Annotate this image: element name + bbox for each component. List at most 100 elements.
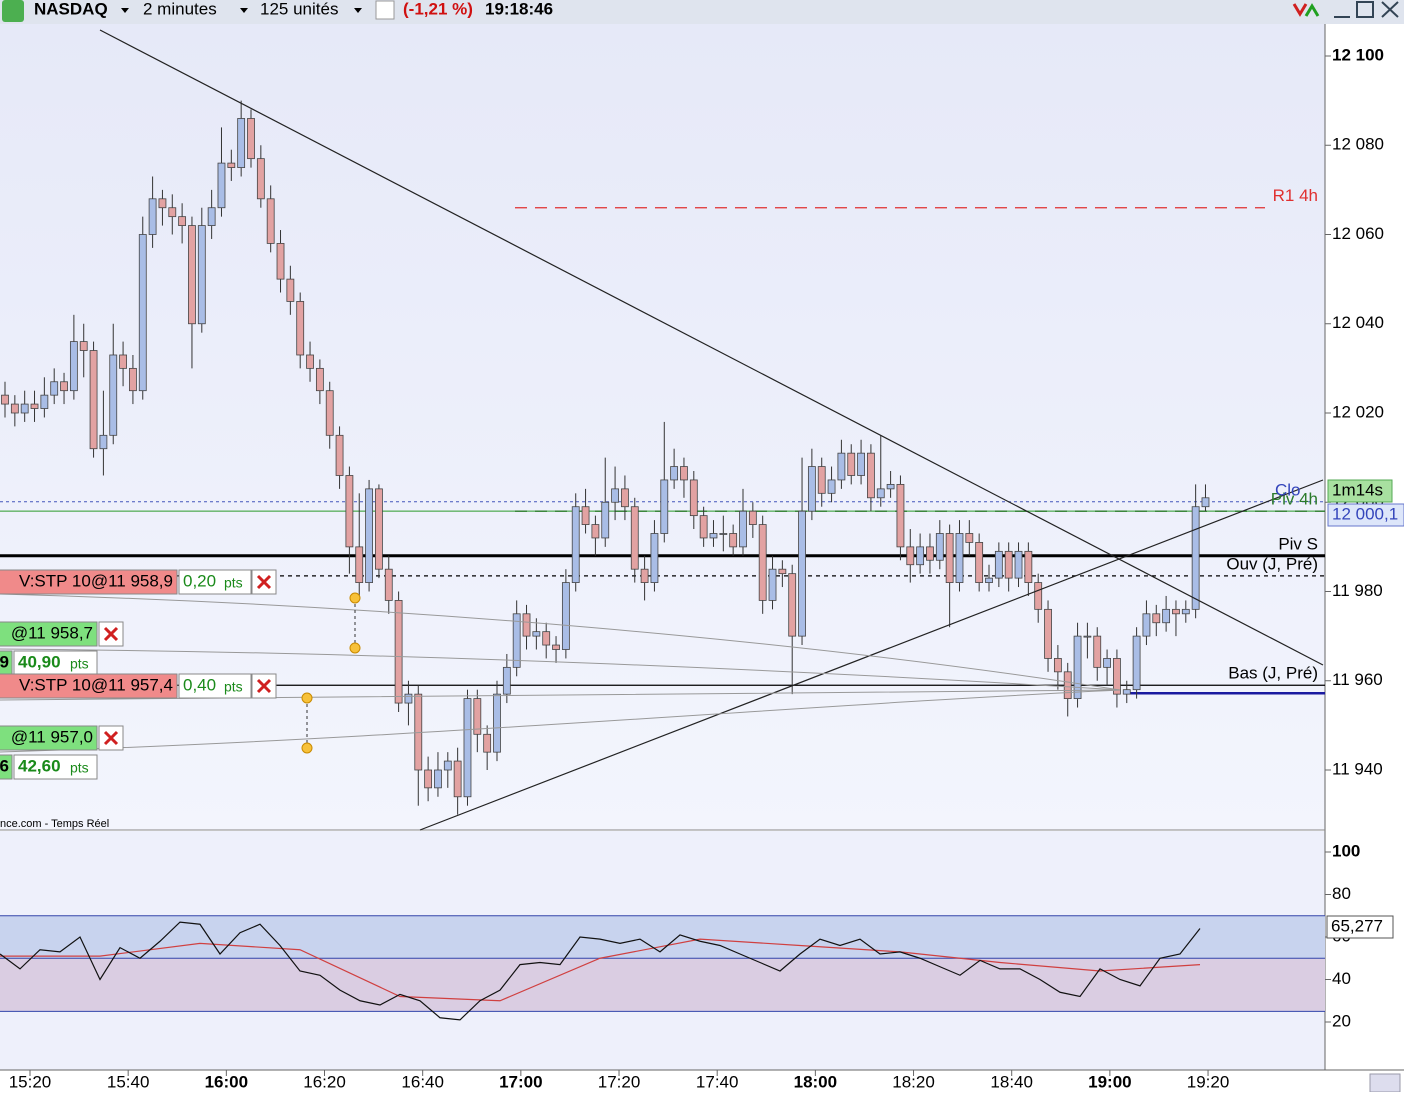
candle-body: [1, 394, 9, 405]
candle-body: [1142, 613, 1151, 637]
candle-body: [1162, 608, 1171, 624]
candle-body: [1024, 550, 1033, 583]
x-tick-label: 19:00: [1088, 1072, 1131, 1091]
order-label: @11 958,7: [11, 623, 93, 642]
limit-order[interactable]: [0, 621, 98, 647]
change: (-1,21 %): [403, 0, 473, 18]
y-tick-label: 80: [1332, 884, 1351, 903]
rsi-value-box: [1326, 915, 1394, 939]
order-handle[interactable]: [349, 642, 361, 654]
candle-body: [827, 479, 836, 494]
trend-line: [419, 479, 1324, 831]
maximize-button[interactable]: [1356, 1, 1374, 18]
candle-body: [1152, 613, 1161, 624]
pts-unit: pts: [224, 575, 243, 591]
dropdown-arrow[interactable]: [240, 8, 248, 13]
order-label: V:STP 10@11 958,9: [19, 571, 173, 590]
dropdown-arrow[interactable]: [121, 8, 129, 13]
candle-body: [552, 644, 560, 650]
candle-body: [197, 225, 206, 325]
interval[interactable]: 2 minutes: [143, 0, 217, 18]
countdown-box: [1327, 479, 1393, 503]
order-curve: [0, 593, 1121, 691]
y-tick-label: 12 080: [1332, 135, 1384, 154]
symbol[interactable]: NASDAQ: [34, 0, 108, 18]
candle-body: [443, 760, 452, 771]
dropdown-arrow[interactable]: [354, 8, 362, 13]
order-handle[interactable]: [301, 692, 313, 704]
candle-body: [335, 434, 344, 476]
order-label: V:STP 10@11 957,4: [19, 675, 173, 694]
candle-body: [355, 546, 364, 583]
candle-body: [621, 488, 629, 508]
candle-body: [404, 693, 413, 704]
candle-body: [542, 631, 551, 646]
x-tick-label: 18:00: [794, 1072, 837, 1091]
scroll-button[interactable]: [1369, 1073, 1401, 1093]
app-icon[interactable]: [2, 0, 24, 22]
refresh-icon[interactable]: [1292, 3, 1308, 17]
level-label: Piv S: [1278, 534, 1318, 553]
candle-body: [906, 546, 915, 566]
candle-body: [670, 466, 679, 481]
candle-body: [1053, 658, 1062, 673]
limit-order[interactable]: [0, 725, 98, 751]
y-tick-label: 11 940: [1332, 759, 1383, 778]
close-button[interactable]: [1381, 1, 1399, 18]
candle-body: [896, 483, 905, 548]
order-handle[interactable]: [301, 742, 313, 754]
units[interactable]: 125 unités: [260, 0, 338, 18]
candle-body: [945, 533, 954, 583]
candle-body: [1073, 635, 1082, 699]
candle-body: [867, 452, 875, 499]
candle-body: [1172, 608, 1180, 615]
candle-body: [512, 613, 521, 668]
candle-body: [345, 475, 354, 548]
cancel-icon[interactable]: [256, 574, 272, 590]
x-tick-label: 16:20: [303, 1072, 346, 1091]
candle-body: [129, 367, 137, 392]
pts-box: [13, 754, 98, 780]
candle-body: [256, 158, 265, 200]
cancel-icon[interactable]: [103, 730, 119, 746]
candle-body: [798, 510, 806, 637]
upper-band: [0, 915, 1325, 959]
candle-body: [227, 162, 236, 168]
cancel-icon[interactable]: [256, 678, 272, 694]
candle-body: [955, 533, 964, 583]
candle-body: [985, 577, 993, 583]
price-panel: [0, 24, 1325, 830]
qty: 9: [0, 652, 9, 671]
candle-body: [660, 479, 669, 534]
pts-unit: pts: [70, 760, 89, 776]
stop-order[interactable]: [0, 569, 178, 595]
info-button[interactable]: [375, 0, 395, 20]
y-tick-label: 12 040: [1332, 313, 1384, 332]
candle-body: [807, 466, 816, 512]
candle-body: [837, 452, 846, 481]
order-handle[interactable]: [349, 592, 361, 604]
candle-body: [502, 666, 511, 695]
x-tick-label: 17:40: [696, 1072, 739, 1091]
candle-body: [1044, 608, 1052, 659]
candle-body: [926, 546, 934, 561]
candle-body: [463, 698, 472, 798]
pts: 0,40: [183, 675, 216, 694]
candle-body: [1201, 497, 1210, 508]
candle-body: [315, 367, 324, 392]
refresh-icon[interactable]: [1304, 3, 1320, 17]
candle-body: [640, 568, 649, 583]
candle-body: [119, 354, 127, 369]
candle-body: [168, 207, 177, 218]
cancel-icon[interactable]: [103, 626, 119, 642]
x-tick-label: 19:20: [1187, 1072, 1230, 1091]
candle-body: [1093, 635, 1102, 668]
y-tick-label: 11 980: [1332, 581, 1383, 600]
candle-body: [1034, 582, 1043, 610]
pts: 40,90: [18, 652, 61, 671]
candle-body: [788, 573, 797, 637]
stop-order[interactable]: [0, 673, 178, 699]
candle-body: [158, 198, 167, 209]
